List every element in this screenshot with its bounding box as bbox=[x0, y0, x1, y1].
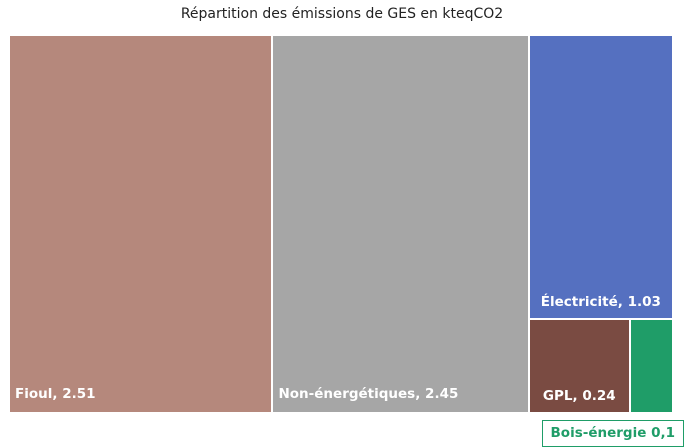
tile bbox=[630, 319, 672, 412]
tile: GPL, 0.24 bbox=[529, 319, 629, 412]
data-label: Bois-énergie 0,1 bbox=[541, 420, 684, 447]
data-label: Électricité, 1.03 bbox=[540, 293, 661, 310]
treemap: Fioul, 2.51 Non-énergétiques, 2.45 Électri… bbox=[10, 36, 672, 412]
chart-title: Répartition des émissions de GES en kteq… bbox=[180, 6, 504, 22]
data-label: Fioul, 2.51 bbox=[15, 386, 96, 402]
data-label: Non-énergétiques, 2.45 bbox=[278, 386, 459, 402]
tile: Fioul, 2.51 bbox=[10, 36, 272, 412]
tile: Électricité, 1.03 bbox=[529, 36, 672, 318]
tile: Non-énergétiques, 2.45 bbox=[273, 36, 528, 412]
data-label: GPL, 0.24 bbox=[542, 387, 616, 404]
